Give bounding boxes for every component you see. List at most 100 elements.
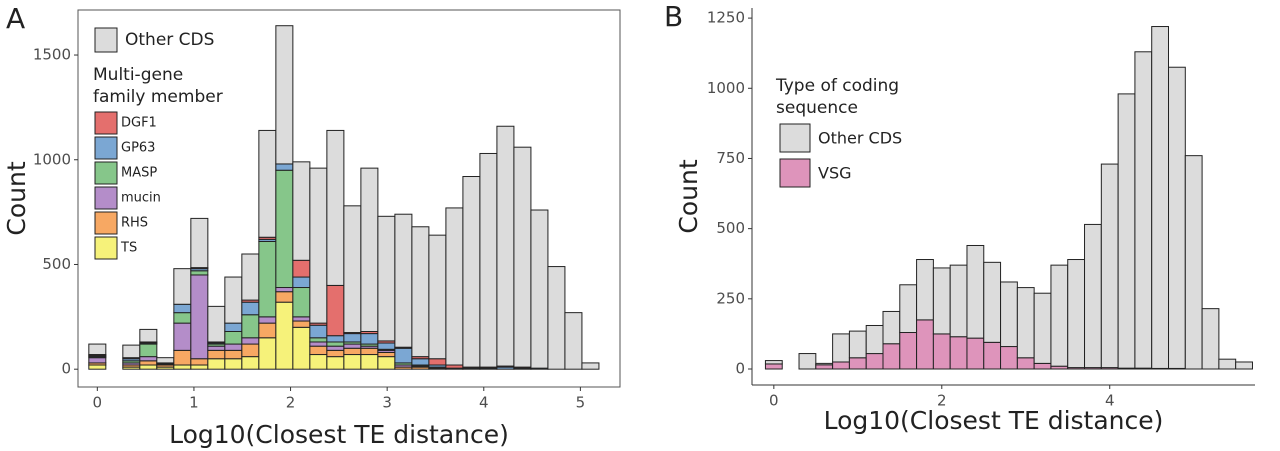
y-tick-label: 1500 — [33, 46, 71, 64]
y-tick-label: 500 — [42, 255, 71, 273]
panel-label: A — [6, 2, 25, 35]
bar-segment — [832, 361, 850, 370]
x-axis-title: Log10(Closest TE distance) — [169, 420, 509, 449]
bar-segment — [899, 332, 918, 370]
bar-segment — [377, 356, 396, 370]
bar-segment — [139, 364, 158, 370]
bar-segment — [798, 353, 817, 370]
bar-segment — [1151, 26, 1170, 369]
bar-segment — [360, 333, 379, 345]
x-axis-title: Log10(Closest TE distance) — [824, 406, 1164, 435]
bar-segment — [309, 337, 328, 343]
bar-segment — [343, 354, 362, 370]
bar-segment — [224, 343, 243, 351]
bar-segment — [173, 322, 192, 351]
bar-segment — [326, 284, 345, 337]
bar-segment — [832, 333, 850, 363]
bar-segment — [275, 169, 294, 289]
x-tick-label: 2 — [286, 394, 296, 412]
bar-segment — [258, 316, 277, 324]
bar-segment — [865, 324, 884, 355]
bar-segment — [224, 322, 243, 332]
legend-label: VSG — [818, 164, 852, 183]
bar-segment — [1235, 361, 1253, 370]
bar-segment — [1033, 362, 1052, 370]
bar-segment — [207, 345, 226, 351]
bar-segment — [326, 129, 345, 286]
bar-segment — [275, 291, 294, 303]
legend-label: MASP — [121, 166, 157, 181]
bar-segment — [309, 345, 328, 356]
x-tick-label: 4 — [479, 394, 489, 412]
bar-segment — [916, 259, 934, 321]
bar-segment — [139, 356, 158, 362]
y-tick-label: 0 — [61, 360, 71, 378]
bar-segment — [1000, 346, 1018, 370]
bar-segment — [848, 357, 867, 370]
legend-swatch — [94, 186, 118, 210]
bar-segment — [258, 337, 277, 370]
bar-segment — [292, 320, 311, 328]
bar-segment — [241, 253, 260, 301]
bar-segment — [1016, 357, 1035, 370]
bar-segment — [530, 209, 549, 369]
bar-segment — [932, 267, 951, 335]
bar-segment — [865, 353, 884, 370]
bar-segment — [360, 347, 379, 356]
bar-segment — [139, 328, 158, 343]
legend-swatch — [94, 236, 118, 260]
bar-segment — [899, 284, 918, 334]
legend-swatch — [779, 123, 811, 153]
bar-segment — [139, 343, 158, 358]
bar-segment — [326, 345, 345, 351]
x-tick-label: 0 — [769, 392, 779, 410]
bar-segment — [394, 213, 413, 348]
legend-label: Other CDS — [125, 30, 214, 50]
bar-segment — [207, 305, 226, 343]
x-tick-label: 3 — [382, 394, 392, 412]
bar-segment — [882, 343, 901, 370]
y-tick-label: 500 — [716, 219, 745, 237]
bar-segment — [343, 205, 362, 334]
bar-segment — [848, 330, 867, 359]
bar-segment — [581, 362, 600, 370]
bar-segment — [309, 167, 328, 324]
x-tick-label: 5 — [576, 394, 586, 412]
bar-segment — [173, 364, 192, 370]
bar-segment — [1000, 281, 1018, 348]
legend-swatch — [779, 158, 811, 188]
bar-segment — [292, 259, 311, 278]
bar-segment — [1117, 93, 1136, 369]
legend-swatch — [94, 111, 118, 135]
bar-segment — [275, 301, 294, 370]
y-axis-title: Count — [2, 161, 31, 235]
bar-segment — [207, 358, 226, 370]
bar-segment — [1201, 308, 1220, 370]
y-axis-title: Count — [674, 159, 703, 233]
y-tick-label: 1000 — [707, 79, 745, 97]
bar-segment — [190, 274, 209, 360]
bar-segment — [343, 333, 362, 343]
bar-segment — [122, 344, 141, 359]
bar-segment — [360, 354, 379, 370]
x-tick-label: 1 — [189, 394, 199, 412]
bar-segment — [241, 356, 260, 370]
bar-segment — [224, 276, 243, 324]
bar-segment — [88, 357, 107, 364]
bar-segment — [326, 341, 345, 347]
bar-segment — [411, 358, 430, 366]
bar-segment — [292, 161, 311, 261]
legend-swatch — [94, 211, 118, 235]
bar-segment — [764, 360, 783, 365]
bar-segment — [292, 326, 311, 370]
bar-segment — [445, 207, 464, 366]
bar-segment — [360, 167, 379, 332]
bar-segment — [190, 270, 209, 276]
bar-segment — [241, 337, 260, 345]
bar-segment — [156, 357, 175, 364]
bar-segment — [88, 364, 107, 370]
bar-segment — [983, 261, 1002, 343]
bar-segment — [292, 276, 311, 289]
bar-segment — [411, 226, 430, 358]
bar-segment — [224, 330, 243, 345]
